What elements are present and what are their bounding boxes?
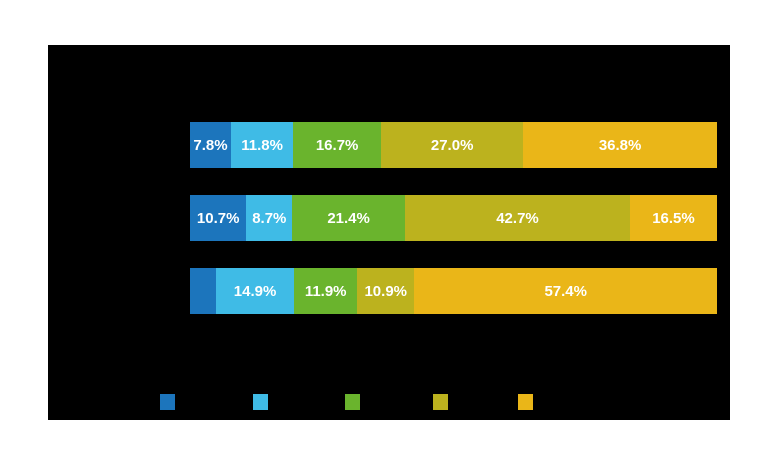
segment-label: 16.5% (652, 209, 695, 227)
bar-segment: 8.7% (246, 195, 293, 241)
segment-label: 11.9% (304, 282, 347, 300)
bar-segment (190, 268, 216, 314)
segment-label: 16.7% (315, 136, 359, 154)
bar-row: 7.8% 11.8% 16.7% 27.0% 36.8% (190, 122, 717, 168)
legend-swatch (433, 394, 448, 410)
segment-label: 14.9% (233, 282, 277, 300)
bar-row: 10.7% 8.7% 21.4% 42.7% 16.5% (190, 195, 717, 241)
bar-segment: 16.5% (630, 195, 717, 241)
segment-label: 42.7% (496, 209, 539, 227)
segment-label: 27.0% (430, 136, 474, 154)
segment-label: 7.8% (193, 136, 228, 154)
bar-segment: 10.7% (190, 195, 247, 241)
bar-segment: 14.9% (215, 268, 295, 314)
bar-segment: 11.8% (231, 122, 294, 168)
bar-segment: 16.7% (293, 122, 382, 168)
segment-label: 21.4% (327, 209, 370, 227)
bar-segment: 36.8% (523, 122, 717, 168)
bar-segment: 57.4% (414, 268, 717, 314)
segment-label: 10.7% (196, 209, 240, 227)
legend-swatch (345, 394, 360, 410)
segment-label: 10.9% (364, 282, 408, 300)
bar-row: 14.9% 11.9% 10.9% 57.4% (190, 268, 717, 314)
stacked-bar-chart: 7.8% 11.8% 16.7% 27.0% 36.8% 10.7% 8.7% 21.4% 42… (48, 45, 730, 420)
legend-swatch (518, 394, 533, 410)
bar-segment: 11.9% (294, 268, 358, 314)
legend-swatch (253, 394, 268, 410)
bar-segment: 27.0% (381, 122, 524, 168)
legend (48, 387, 730, 411)
segment-label: 36.8% (598, 136, 642, 154)
bar-segment: 42.7% (404, 195, 630, 241)
legend-swatch (160, 394, 175, 410)
segment-label: 8.7% (252, 209, 287, 227)
segment-label: 57.4% (544, 282, 587, 300)
segment-label: 11.8% (241, 136, 283, 154)
bar-segment: 21.4% (292, 195, 405, 241)
bar-segment: 10.9% (357, 268, 415, 314)
bar-segment: 7.8% (190, 122, 232, 168)
